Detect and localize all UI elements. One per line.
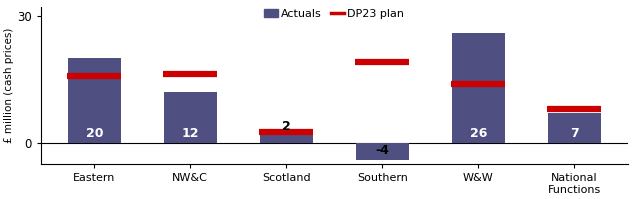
Text: 26: 26 [470, 127, 487, 140]
Bar [452, 33, 505, 143]
Text: 20: 20 [85, 127, 103, 140]
Bar [356, 143, 409, 160]
Bar [68, 58, 121, 143]
Y-axis label: £ million (cash prices): £ million (cash prices) [4, 28, 14, 143]
Legend: Actuals, DP23 plan: Actuals, DP23 plan [260, 4, 409, 23]
Text: -4: -4 [375, 144, 389, 157]
Bar [164, 92, 217, 143]
Bar [260, 135, 313, 143]
Text: 2: 2 [282, 120, 291, 133]
Bar [548, 113, 600, 143]
Text: 7: 7 [570, 127, 579, 140]
Text: 12: 12 [181, 127, 199, 140]
